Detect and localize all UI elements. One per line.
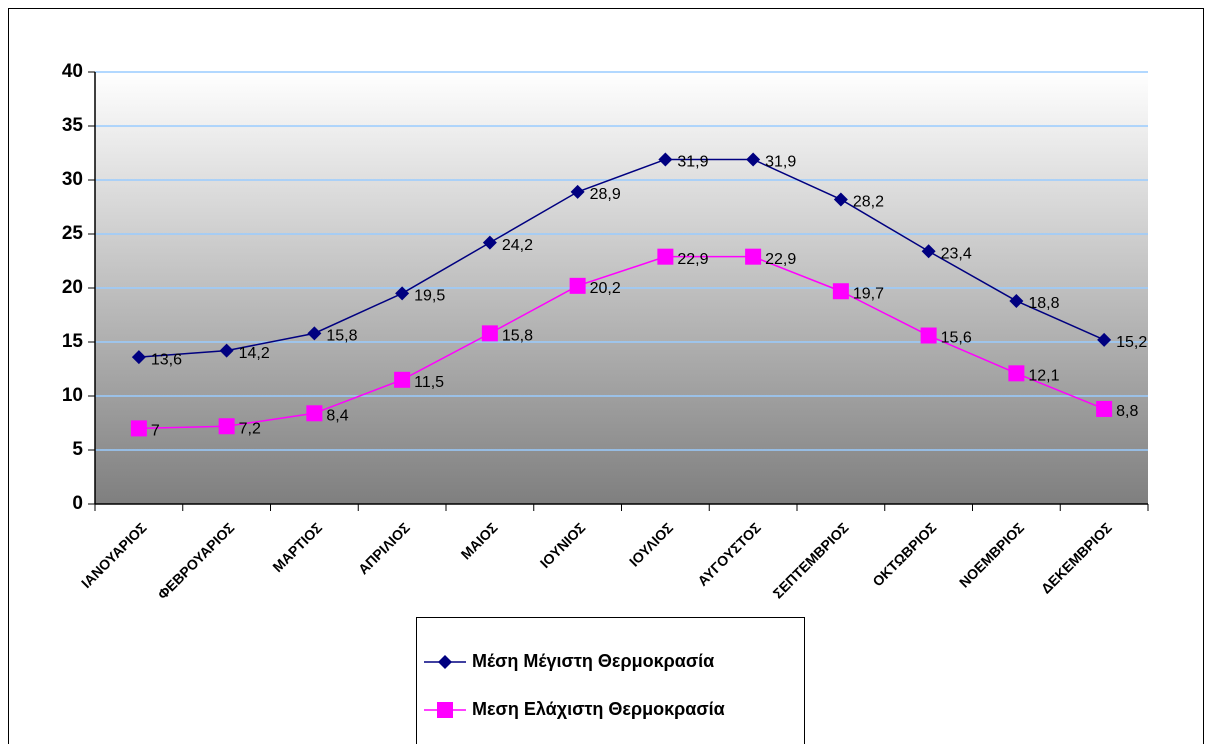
data-label: 23,4 <box>941 245 972 262</box>
point <box>395 286 410 301</box>
data-label: 7,2 <box>239 420 261 437</box>
data-label: 28,2 <box>853 194 884 211</box>
y-tick-label: 0 <box>72 493 83 514</box>
data-label: 8,8 <box>1116 403 1138 420</box>
point <box>1009 293 1024 308</box>
data-label: 7 <box>151 423 160 440</box>
point <box>746 152 761 167</box>
point <box>1008 365 1025 382</box>
point <box>745 248 762 265</box>
point <box>569 277 586 294</box>
point <box>481 325 498 342</box>
point <box>1096 400 1113 417</box>
data-label: 24,2 <box>502 237 533 254</box>
data-label: 31,9 <box>765 154 796 171</box>
data-label: 20,2 <box>590 280 621 297</box>
y-tick-label: 15 <box>62 331 84 352</box>
point <box>131 350 146 365</box>
point <box>920 327 937 344</box>
y-tick-label: 40 <box>62 61 83 82</box>
data-label: 28,9 <box>590 186 621 203</box>
data-label: 15,6 <box>941 330 972 347</box>
series-line <box>138 255 1105 430</box>
point <box>130 420 147 437</box>
y-tick-label: 35 <box>62 115 84 136</box>
y-tick-label: 5 <box>72 439 83 460</box>
point <box>437 702 453 718</box>
y-tick-label: 10 <box>62 385 83 406</box>
data-label: 15,8 <box>502 328 533 345</box>
point <box>307 326 322 341</box>
y-tick-label: 25 <box>62 223 84 244</box>
point <box>921 244 936 259</box>
point <box>482 235 497 250</box>
point <box>570 184 585 199</box>
point <box>657 248 674 265</box>
point <box>1097 332 1112 347</box>
data-label: 15,2 <box>1116 334 1147 351</box>
point <box>394 371 411 388</box>
legend-box <box>416 617 805 744</box>
data-label: 8,4 <box>326 407 348 424</box>
data-label: 22,9 <box>677 251 708 268</box>
legend-label: Μεση Ελάχιστη Θερμοκρασία <box>472 699 725 719</box>
point <box>832 283 849 300</box>
series-line <box>138 158 1105 358</box>
data-label: 12,1 <box>1028 368 1059 385</box>
point <box>833 192 848 207</box>
point <box>306 405 323 422</box>
data-label: 11,5 <box>414 374 444 391</box>
data-label: 18,8 <box>1028 295 1059 312</box>
point <box>658 152 673 167</box>
data-label: 31,9 <box>677 154 708 171</box>
data-label: 22,9 <box>765 251 796 268</box>
data-label: 15,8 <box>326 328 357 345</box>
legend-label: Μέση Μέγιστη Θερμοκρασία <box>472 651 714 671</box>
point <box>218 418 235 435</box>
data-label: 19,5 <box>414 288 445 305</box>
data-label: 14,2 <box>239 345 270 362</box>
point <box>219 343 234 358</box>
data-label: 19,7 <box>853 285 884 302</box>
point <box>438 655 452 669</box>
y-tick-label: 30 <box>62 169 83 190</box>
data-label: 13,6 <box>151 351 182 368</box>
y-tick-label: 20 <box>62 277 83 298</box>
